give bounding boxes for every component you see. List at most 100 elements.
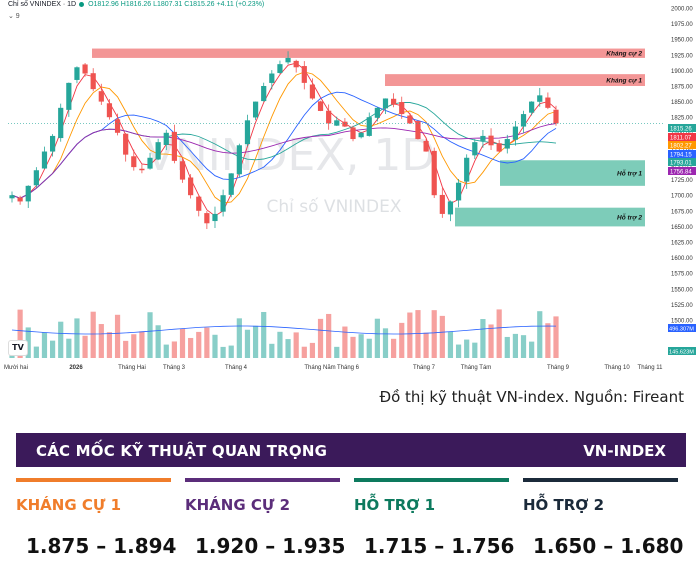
candle-body <box>301 66 307 83</box>
candle-body <box>358 132 364 138</box>
candle-body <box>179 161 186 180</box>
zone-resistance <box>385 74 645 86</box>
y-tick-label: 1525.00 <box>671 303 693 309</box>
candle-body <box>33 170 39 186</box>
watermark-text: VNINDEX, 1D <box>145 130 436 181</box>
volume-tag-bg <box>668 347 696 355</box>
candle-body <box>196 196 202 211</box>
volume-bar <box>520 335 527 358</box>
price-tag-label: 1756.84 <box>670 169 692 175</box>
y-tick-label: 1975.00 <box>671 22 693 28</box>
candle-body <box>74 67 80 80</box>
candle-body <box>58 107 64 139</box>
zone-label: Hỗ trợ 2 <box>617 213 642 222</box>
volume-bar <box>358 334 364 358</box>
x-tick-label: Tháng 4 <box>225 365 248 371</box>
volume-tag-bg <box>668 324 696 332</box>
level-name: KHÁNG CỰ 1 <box>16 496 122 514</box>
candle-body <box>66 82 72 110</box>
volume-bar <box>504 336 510 358</box>
volume-bar <box>553 316 559 358</box>
volume-bar <box>228 345 234 358</box>
candle-body <box>309 84 316 99</box>
level-value: 1.650 – 1.680 <box>533 534 684 558</box>
candle-body <box>399 102 405 115</box>
volume-bar <box>90 311 96 358</box>
y-tick-label: 1875.00 <box>671 85 693 91</box>
volume-bar <box>309 342 316 358</box>
volume-bar <box>74 318 80 358</box>
candle-body <box>317 101 324 111</box>
candle-body <box>269 73 275 83</box>
volume-bar <box>391 338 397 358</box>
candle-body <box>25 185 31 202</box>
volume-ma-line <box>11 325 557 335</box>
candle-body <box>366 117 372 136</box>
candle-body <box>17 197 23 202</box>
candle-body <box>431 150 437 196</box>
price-tag-label: 1802.27 <box>670 143 692 149</box>
ma-blue-line <box>11 91 557 199</box>
candle-body <box>293 60 299 68</box>
candle-body <box>212 213 218 222</box>
volume-bar <box>131 334 137 358</box>
candle-body <box>512 126 519 140</box>
volume-bar <box>326 313 332 358</box>
candle-body <box>334 120 340 126</box>
level-value: 1.715 – 1.756 <box>364 534 515 558</box>
candle-body <box>171 131 177 161</box>
level-value: 1.920 – 1.935 <box>195 534 346 558</box>
candle-body <box>147 157 153 169</box>
volume-bar <box>33 346 39 358</box>
candle-body <box>415 121 421 140</box>
zone-label: Kháng cự 2 <box>606 51 642 58</box>
level-value: 1.875 – 1.894 <box>26 534 177 558</box>
price-tag-bg <box>668 141 696 149</box>
candle-body <box>82 64 88 74</box>
candle-body <box>382 98 389 109</box>
candle-body <box>244 120 251 145</box>
banner-index: VN-INDEX <box>583 442 666 460</box>
volume-bar <box>407 312 413 358</box>
candle-body <box>545 97 551 108</box>
x-tick-label: Tháng 11 <box>638 365 664 371</box>
volume-bar <box>374 318 380 358</box>
volume-bar <box>236 318 242 358</box>
volume-bar <box>366 338 372 358</box>
price-tag-bg <box>668 167 696 175</box>
volume-bar <box>382 328 389 358</box>
y-tick-label: 2000.00 <box>671 7 693 13</box>
volume-bar <box>106 332 113 358</box>
x-tick-label: Tháng 6 <box>337 365 360 371</box>
volume-tag-label: 496.307M <box>669 326 694 332</box>
volume-bar <box>163 344 169 358</box>
y-tick-label: 1600.00 <box>671 256 693 262</box>
volume-bar <box>529 341 535 358</box>
x-tick-label: Tháng Tám <box>461 365 492 371</box>
candle-body <box>455 182 462 201</box>
volume-bar <box>537 311 543 358</box>
volume-bar <box>98 324 104 358</box>
zone-support <box>500 160 645 186</box>
candle-body <box>350 127 356 140</box>
candle-body <box>9 195 15 199</box>
indicator-toggle[interactable]: ⌄ 9 <box>8 13 20 20</box>
chart-caption: Đồ thị kỹ thuật VN-index. Nguồn: Fireant <box>379 388 684 406</box>
candle-body <box>204 213 210 224</box>
level-accent-bar <box>354 478 509 482</box>
volume-bar <box>472 342 478 358</box>
candle-body <box>41 151 48 169</box>
volume-bar <box>415 310 421 358</box>
y-tick-label: 1700.00 <box>671 194 693 200</box>
candle-body <box>90 73 96 90</box>
volume-bar <box>277 331 283 358</box>
price-tag-bg <box>668 158 696 166</box>
volume-bar <box>423 332 429 358</box>
candle-body <box>496 143 502 152</box>
volume-bar <box>496 309 502 358</box>
volume-bar <box>261 311 267 358</box>
chart-header: Chỉ số VNINDEX · 1D O1812.96 H1816.26 L18… <box>8 1 264 8</box>
volume-bar <box>334 346 340 358</box>
y-tick-label: 1575.00 <box>671 272 693 278</box>
price-tag-label: 1794.15 <box>670 152 692 158</box>
